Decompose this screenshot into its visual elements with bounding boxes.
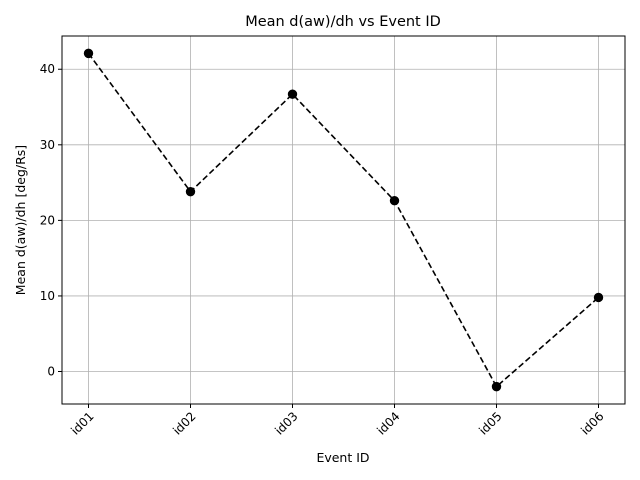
y-tick-label-1: 10 (40, 289, 55, 303)
y-tick-label-3: 30 (40, 138, 55, 152)
axes (58, 35, 626, 408)
y-tick-label-0: 0 (47, 365, 55, 379)
tick-labels: id01 id02 id03 id04 id05 id06 0 10 20 30 40 (40, 62, 607, 437)
data-point-id03 (287, 89, 298, 99)
x-tick-label-id01: id01 (68, 409, 96, 437)
series-line (87, 52, 600, 388)
x-tick-label-id03: id03 (272, 409, 300, 437)
x-tick-label-id05: id05 (476, 409, 504, 437)
x-tick-label-id04: id04 (374, 409, 402, 437)
data-point-id02 (185, 186, 196, 197)
data-series (83, 48, 604, 392)
data-point-id06 (593, 292, 604, 303)
data-point-id04 (389, 196, 400, 206)
y-tick-label-2: 20 (40, 213, 55, 227)
x-tick-label-id06: id06 (578, 409, 606, 437)
data-point-id01 (83, 48, 94, 59)
y-axis-label: Mean d(aw)/dh [deg/Rs] (13, 145, 28, 295)
x-axis-label: Event ID (316, 450, 369, 465)
data-point-id05 (491, 381, 502, 392)
chart-title: Mean d(aw)/dh vs Event ID (245, 14, 441, 30)
x-tick-label-id02: id02 (170, 409, 198, 437)
y-tick-label-4: 40 (40, 62, 55, 76)
